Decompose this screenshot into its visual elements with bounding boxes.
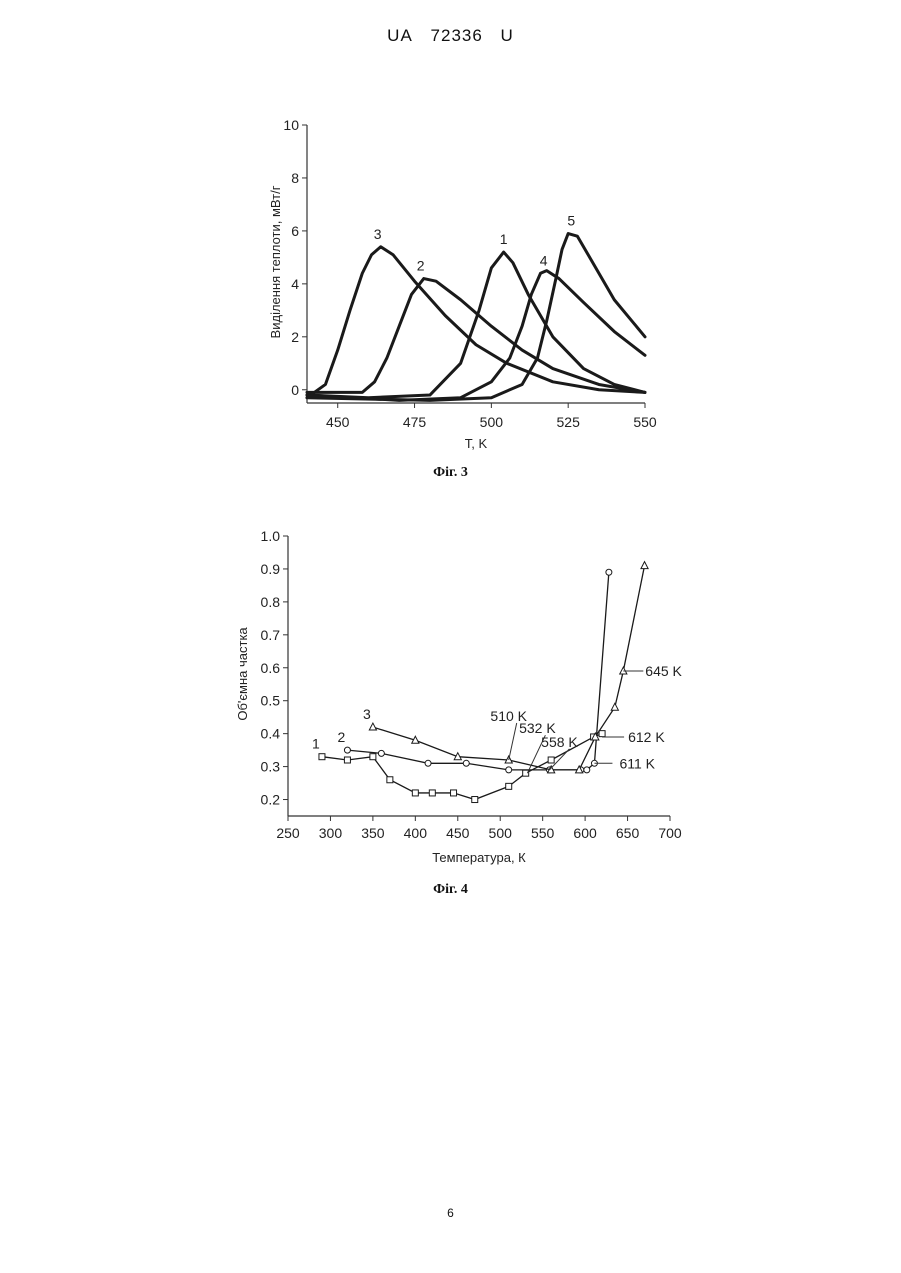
square-marker — [506, 783, 512, 789]
y-axis-label: Об'ємна частка — [235, 627, 250, 721]
square-marker — [472, 797, 478, 803]
annotation-leader-line — [509, 723, 517, 760]
circle-marker — [344, 747, 350, 753]
circle-marker — [506, 767, 512, 773]
x-axis-label: Температура, К — [432, 850, 526, 865]
y-tick-label: 0.3 — [261, 759, 281, 775]
figure-4-chart: 0.2 0.3 0.4 0.5 0.6 0.7 0.8 0.9 1.0 250 300 350 400 4… — [0, 0, 901, 880]
triangle-marker — [611, 703, 618, 710]
x-tick-label: 650 — [616, 825, 640, 841]
series-number-label: 3 — [363, 706, 371, 722]
series-number-label: 1 — [312, 736, 320, 752]
circle-marker — [425, 760, 431, 766]
figure-4-caption: Фіг. 4 — [0, 882, 901, 898]
square-marker — [319, 754, 325, 760]
temperature-annotation: 611 K — [619, 755, 655, 771]
square-marker — [412, 790, 418, 796]
x-tick-label: 450 — [446, 825, 470, 841]
y-tick-label: 0.7 — [261, 627, 281, 643]
temperature-annotation: 645 K — [645, 663, 682, 679]
square-marker — [370, 754, 376, 760]
y-tick-label: 0.8 — [261, 594, 281, 610]
temperature-annotation: 612 K — [628, 729, 665, 745]
x-tick-label: 700 — [658, 825, 682, 841]
circle-marker — [584, 767, 590, 773]
y-tick-label: 0.6 — [261, 660, 281, 676]
x-tick-label: 350 — [361, 825, 385, 841]
figure-4-axes: 0.2 0.3 0.4 0.5 0.6 0.7 0.8 0.9 1.0 250 300 350 400 4… — [235, 528, 682, 865]
x-tick-label: 550 — [531, 825, 555, 841]
y-tick-label: 0.9 — [261, 561, 281, 577]
y-tick-label: 0.2 — [261, 792, 281, 808]
triangle-marker — [369, 723, 376, 730]
y-tick-label: 1.0 — [261, 528, 281, 544]
square-marker — [548, 757, 554, 763]
page-number: 6 — [0, 1206, 901, 1220]
square-marker — [429, 790, 435, 796]
figure-4-series — [319, 562, 648, 803]
x-tick-label: 500 — [489, 825, 513, 841]
square-marker — [344, 757, 350, 763]
temperature-annotation: 558 K — [541, 734, 578, 750]
figure-4-annotations: 123510 K532 K558 K612 K611 K645 K — [312, 663, 683, 773]
circle-marker — [606, 569, 612, 575]
x-tick-label: 600 — [573, 825, 597, 841]
x-tick-label: 400 — [404, 825, 428, 841]
square-marker — [387, 777, 393, 783]
circle-marker — [463, 760, 469, 766]
square-marker — [599, 731, 605, 737]
x-tick-label: 300 — [319, 825, 343, 841]
y-tick-label: 0.5 — [261, 693, 281, 709]
series-number-label: 2 — [338, 729, 346, 745]
triangle-marker — [641, 562, 648, 569]
y-tick-label: 0.4 — [261, 726, 281, 742]
circle-marker — [378, 750, 384, 756]
square-marker — [451, 790, 457, 796]
x-tick-label: 250 — [276, 825, 300, 841]
